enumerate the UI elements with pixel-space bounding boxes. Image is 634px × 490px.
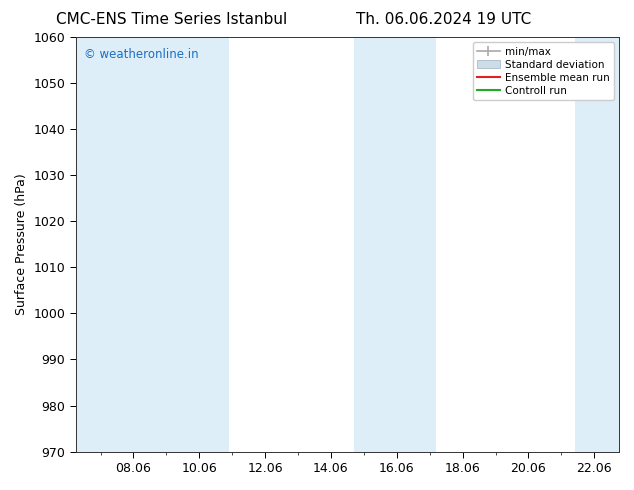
Y-axis label: Surface Pressure (hPa): Surface Pressure (hPa) [15,173,28,315]
Text: CMC-ENS Time Series Istanbul: CMC-ENS Time Series Istanbul [56,12,287,27]
Legend: min/max, Standard deviation, Ensemble mean run, Controll run: min/max, Standard deviation, Ensemble me… [472,42,614,100]
Bar [183,37,229,452]
Bar [387,37,436,452]
Bar [354,37,387,452]
Bar [574,37,619,452]
Text: Th. 06.06.2024 19 UTC: Th. 06.06.2024 19 UTC [356,12,531,27]
Text: © weatheronline.in: © weatheronline.in [84,48,198,60]
Bar [76,37,183,452]
